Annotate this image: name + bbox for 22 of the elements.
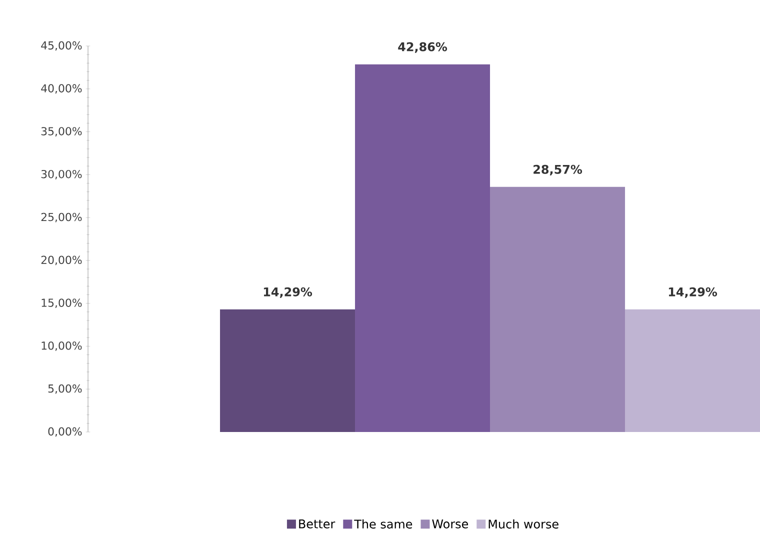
legend-label: Worse: [432, 520, 468, 528]
y-tick-label: 0,00%: [48, 427, 82, 437]
data-label: 14,29%: [264, 287, 312, 298]
y-tick-label: 45,00%: [41, 41, 82, 51]
y-tick-label: 15,00%: [42, 298, 82, 308]
data-label: 28,57%: [534, 164, 582, 176]
legend-label: Better: [299, 520, 336, 528]
bar: [355, 64, 490, 432]
legend-label: Much worse: [488, 519, 558, 529]
bar: [220, 309, 356, 432]
y-tick-label: 10,00%: [42, 342, 82, 351]
data-label: 14,29%: [668, 287, 718, 298]
data-label: 42,86%: [398, 42, 448, 53]
y-tick-label: 25,00%: [41, 212, 82, 222]
bar: [625, 309, 760, 432]
bar: [490, 186, 626, 432]
y-tick-label: 30,00%: [41, 170, 82, 180]
y-tick-label: 5,00%: [48, 384, 82, 394]
y-tick-label: 35,00%: [41, 127, 82, 136]
y-tick-label: 20,00%: [41, 256, 82, 266]
y-tick-label: 40,00%: [41, 84, 82, 94]
legend-label: The same: [354, 519, 412, 529]
